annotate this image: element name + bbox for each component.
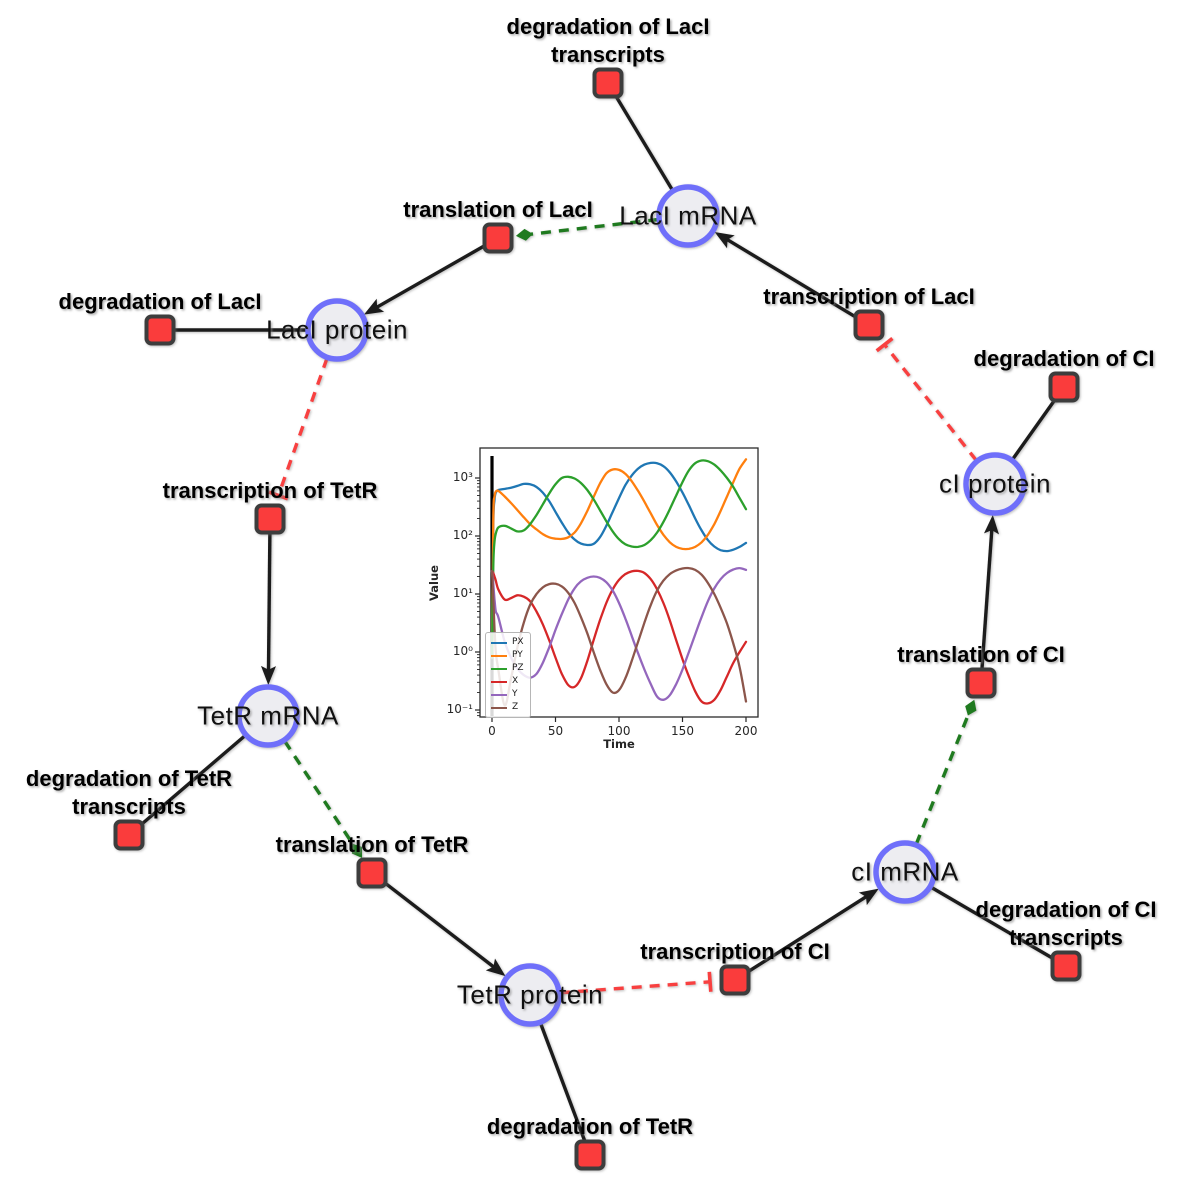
edge-inhibition-tetr-protein-to-transcription-ci-tbar-icon bbox=[707, 971, 713, 992]
edge-production-transcription-tetr-to-tetr-mrna-arrowhead-icon bbox=[261, 665, 276, 685]
edge-production-translation-ci-to-ci-protein-arrowhead-icon bbox=[984, 514, 999, 535]
edge-modifier-tetr-mrna-to-translation-tetr-arrowhead-icon bbox=[351, 843, 363, 858]
species-node-ci-mrna[interactable] bbox=[873, 840, 937, 904]
edge-consumption-tetr-protein-to-degradation-tetr bbox=[538, 1022, 589, 1147]
series-line-PZ bbox=[490, 459, 748, 659]
legend-swatch-X-icon bbox=[491, 680, 507, 683]
edge-production-translation-ci-to-ci-protein bbox=[980, 529, 994, 672]
legend-label-PZ: PZ bbox=[512, 663, 524, 673]
x-axis-label: Time bbox=[603, 737, 635, 751]
legend-label-Z: Z bbox=[512, 702, 519, 712]
edge-inhibition-ci-protein-to-transcription-laci bbox=[883, 343, 978, 462]
series-line-X bbox=[490, 569, 748, 705]
reaction-node-translation-laci[interactable] bbox=[482, 222, 514, 254]
legend-label-PX: PX bbox=[512, 637, 524, 647]
x-tick-label-0: 0 bbox=[488, 724, 496, 738]
species-node-tetr-mrna[interactable] bbox=[236, 684, 300, 748]
edge-modifier-laci-mrna-to-translation-laci-arrowhead-icon bbox=[515, 228, 533, 241]
reaction-node-degradation-laci[interactable] bbox=[144, 314, 176, 346]
reaction-node-translation-tetr[interactable] bbox=[356, 857, 388, 889]
reaction-node-degradation-ci-transcripts[interactable] bbox=[1050, 950, 1082, 982]
edge-modifier-ci-mrna-to-translation-ci-arrowhead-icon bbox=[965, 699, 977, 716]
legend-swatch-PZ-icon bbox=[491, 667, 507, 670]
legend-label-X: X bbox=[512, 676, 519, 686]
legend-entry-PZ: PZ bbox=[491, 662, 524, 675]
legend-entry-PX: PX bbox=[491, 636, 524, 649]
legend-swatch-PY-icon bbox=[491, 654, 507, 657]
legend-label-PY: PY bbox=[512, 650, 523, 660]
edge-modifier-tetr-mrna-to-translation-tetr bbox=[283, 740, 356, 848]
edge-production-transcription-ci-to-ci-mrna bbox=[744, 895, 868, 976]
y-tick-label-0: 10⁻¹ bbox=[446, 702, 473, 716]
reaction-node-degradation-ci[interactable] bbox=[1048, 371, 1080, 403]
reaction-node-translation-ci[interactable] bbox=[965, 667, 997, 699]
edge-production-transcription-laci-to-laci-mrna-arrowhead-icon bbox=[714, 232, 735, 249]
legend-swatch-Z-icon bbox=[491, 706, 507, 709]
y-tick-label-2: 10¹ bbox=[452, 586, 473, 600]
legend-entry-Z: Z bbox=[491, 701, 524, 714]
edge-production-translation-laci-to-laci-protein-arrowhead-icon bbox=[363, 298, 385, 315]
y-axis-label: Value bbox=[427, 564, 441, 601]
legend-swatch-PX-icon bbox=[491, 641, 507, 644]
edge-production-transcription-laci-to-laci-mrna bbox=[726, 238, 860, 321]
x-tick-label-100: 100 bbox=[607, 724, 631, 738]
legend-entry-PY: PY bbox=[491, 649, 524, 662]
reaction-node-transcription-tetr[interactable] bbox=[254, 503, 286, 535]
edge-production-translation-tetr-to-tetr-protein bbox=[380, 878, 495, 969]
reaction-node-transcription-laci[interactable] bbox=[853, 309, 885, 341]
legend-entry-Y: Y bbox=[491, 688, 524, 701]
edge-production-transcription-tetr-to-tetr-mrna bbox=[266, 530, 272, 671]
legend-swatch-Y-icon bbox=[491, 693, 507, 696]
legend-entry-X: X bbox=[491, 675, 524, 688]
y-tick-label-4: 10³ bbox=[452, 470, 473, 484]
edge-inhibition-ci-protein-to-transcription-laci-tbar-icon bbox=[875, 336, 894, 353]
y-tick-label-1: 10⁰ bbox=[452, 644, 473, 658]
reaction-node-degradation-tetr[interactable] bbox=[574, 1139, 606, 1171]
species-node-ci-protein[interactable] bbox=[963, 452, 1027, 516]
edge-inhibition-tetr-protein-to-transcription-ci bbox=[559, 980, 711, 995]
edge-consumption-laci-mrna-to-degradation-laci-transcripts bbox=[611, 90, 674, 192]
y-tick-label-3: 10² bbox=[452, 528, 473, 542]
edge-inhibition-laci-protein-to-transcription-tetr-tbar-icon bbox=[268, 490, 289, 501]
edge-modifier-ci-mrna-to-translation-ci bbox=[914, 712, 971, 845]
edge-production-transcription-ci-to-ci-mrna-arrowhead-icon bbox=[858, 888, 879, 906]
chart-legend: PX PY PZ X Y Z bbox=[485, 632, 531, 718]
species-node-laci-mrna[interactable] bbox=[656, 184, 720, 248]
reaction-node-degradation-laci-transcripts[interactable] bbox=[592, 67, 624, 99]
x-tick-label-200: 200 bbox=[734, 724, 758, 738]
species-node-laci-protein[interactable] bbox=[305, 298, 369, 362]
edge-consumption-ci-protein-to-degradation-ci bbox=[1011, 394, 1060, 461]
series-line-PY bbox=[490, 458, 748, 659]
x-tick-label-150: 150 bbox=[671, 724, 694, 738]
edge-production-translation-tetr-to-tetr-protein-arrowhead-icon bbox=[485, 958, 506, 977]
edge-modifier-laci-mrna-to-translation-laci bbox=[529, 217, 659, 236]
x-tick-label-50: 50 bbox=[547, 724, 564, 738]
species-node-tetr-protein[interactable] bbox=[498, 963, 562, 1027]
edge-production-translation-laci-to-laci-protein bbox=[376, 242, 489, 309]
chart-plot-area bbox=[475, 447, 759, 722]
legend-label-Y: Y bbox=[512, 689, 518, 699]
edge-consumption-tetr-mrna-to-degradation-tetr-transcripts bbox=[135, 734, 247, 830]
edge-inhibition-laci-protein-to-transcription-tetr bbox=[276, 357, 329, 496]
timeseries-inset-chart: 0 50 100 150 200 10⁻¹ 10⁰ 10¹ 10² 10³ Time Value PX P… bbox=[425, 438, 775, 760]
edge-consumption-ci-mrna-to-degradation-ci-transcripts bbox=[930, 885, 1059, 963]
reaction-node-degradation-tetr-transcripts[interactable] bbox=[113, 819, 145, 851]
reaction-node-transcription-ci[interactable] bbox=[719, 964, 751, 996]
